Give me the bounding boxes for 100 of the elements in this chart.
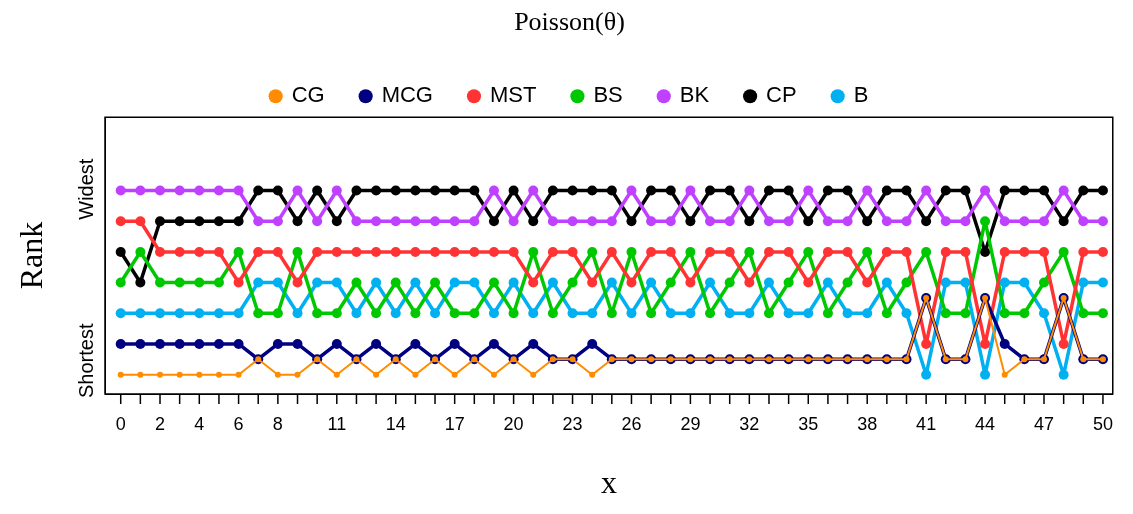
point	[410, 185, 421, 196]
point	[547, 185, 558, 196]
point	[253, 246, 264, 257]
point	[312, 246, 323, 257]
point	[155, 277, 166, 288]
legend-label: BK	[679, 82, 710, 108]
point	[274, 371, 281, 378]
point	[1058, 246, 1069, 257]
point	[803, 308, 814, 319]
point	[430, 185, 441, 196]
point	[528, 308, 539, 319]
point	[881, 216, 892, 227]
point	[587, 185, 598, 196]
point	[312, 277, 323, 288]
point	[390, 216, 401, 227]
point	[763, 246, 774, 257]
point	[744, 216, 755, 227]
point	[1097, 277, 1108, 288]
point	[312, 216, 323, 227]
point	[960, 246, 971, 257]
point	[373, 371, 380, 378]
point	[940, 246, 951, 257]
legend-label: MST	[489, 82, 537, 108]
point	[233, 185, 244, 196]
point	[233, 216, 244, 227]
legend-label: MCG	[381, 82, 433, 108]
point	[292, 308, 303, 319]
point	[862, 185, 873, 196]
point	[940, 185, 951, 196]
point	[901, 246, 912, 257]
point	[233, 338, 244, 349]
point	[292, 246, 303, 257]
point	[312, 308, 323, 319]
point	[371, 216, 382, 227]
point	[371, 246, 382, 257]
point	[371, 338, 382, 349]
point	[980, 185, 991, 196]
point	[528, 277, 539, 288]
point	[194, 185, 205, 196]
point	[155, 338, 166, 349]
point	[213, 246, 224, 257]
point	[1039, 246, 1050, 257]
point	[174, 185, 185, 196]
point	[1078, 308, 1089, 319]
point	[235, 371, 242, 378]
point	[646, 246, 657, 257]
point	[1097, 216, 1108, 227]
point	[1019, 185, 1030, 196]
point	[233, 308, 244, 319]
point	[1078, 185, 1089, 196]
legend-label: B	[853, 82, 869, 108]
point	[272, 308, 283, 319]
x-tick-label: 23	[562, 413, 583, 434]
point	[665, 308, 676, 319]
point	[665, 216, 676, 227]
point	[1078, 246, 1089, 257]
point	[488, 277, 499, 288]
point	[488, 216, 499, 227]
point	[430, 246, 441, 257]
point	[1097, 185, 1108, 196]
point	[117, 371, 124, 378]
point	[135, 185, 146, 196]
point	[194, 277, 205, 288]
point	[763, 277, 774, 288]
point	[272, 216, 283, 227]
point	[881, 246, 892, 257]
point	[174, 216, 185, 227]
point	[1001, 371, 1008, 378]
point	[685, 308, 696, 319]
point	[763, 185, 774, 196]
point	[724, 308, 735, 319]
point	[233, 277, 244, 288]
point	[253, 185, 264, 196]
point	[587, 308, 598, 319]
point	[705, 246, 716, 257]
text: Shortest	[74, 323, 97, 399]
point	[744, 277, 755, 288]
point	[174, 308, 185, 319]
point	[960, 185, 971, 196]
point	[724, 246, 735, 257]
point	[606, 246, 617, 257]
point	[449, 338, 460, 349]
point	[980, 338, 991, 349]
legend-label: CP	[766, 82, 797, 108]
point	[135, 216, 146, 227]
x-tick-label: 17	[444, 413, 465, 434]
x-tick-label: 44	[975, 413, 996, 434]
legend-label: CG	[291, 82, 325, 108]
point	[469, 216, 480, 227]
point	[351, 277, 362, 288]
point	[744, 308, 755, 319]
point	[528, 185, 539, 196]
point	[331, 308, 342, 319]
point	[390, 185, 401, 196]
point	[333, 371, 340, 378]
point	[862, 308, 873, 319]
point	[901, 185, 912, 196]
point	[940, 277, 951, 288]
point	[215, 371, 222, 378]
point	[213, 277, 224, 288]
